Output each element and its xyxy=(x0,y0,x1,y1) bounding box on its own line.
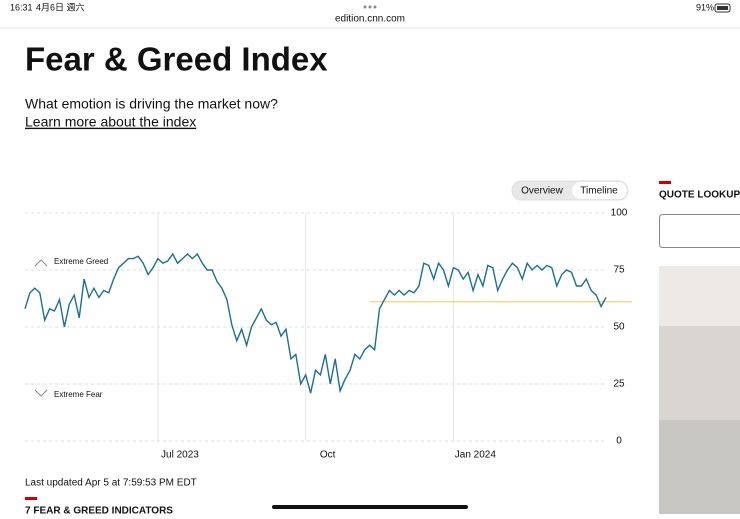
footnote: Last updated Apr 5 at 7:59:53 PM EDT xyxy=(25,478,197,489)
home-indicator xyxy=(272,505,468,509)
tab[interactable]: Timeline xyxy=(580,186,618,197)
page-title: Fear & Greed Index xyxy=(25,41,328,78)
y-tick-label: 50 xyxy=(613,322,625,333)
battery-text: 91% xyxy=(696,2,714,12)
tab[interactable]: Overview xyxy=(521,186,563,197)
section-accent xyxy=(25,497,37,500)
zone-label: Extreme Fear xyxy=(54,390,103,399)
fear-chevron xyxy=(35,390,47,396)
quote-input[interactable] xyxy=(660,215,740,248)
ad-image-ceiling xyxy=(659,266,740,326)
battery-level xyxy=(717,6,728,10)
sidebar-accent xyxy=(659,181,671,184)
x-tick-label: Jul 2023 xyxy=(161,450,199,461)
y-tick-label: 75 xyxy=(613,265,625,276)
y-tick-label: 25 xyxy=(613,379,625,390)
index-line xyxy=(25,254,606,393)
greed-chevron xyxy=(35,260,47,266)
url: edition.cnn.com xyxy=(335,14,405,25)
section-heading: 7 FEAR & GREED INDICATORS xyxy=(25,506,173,514)
x-tick-label: Jan 2024 xyxy=(455,450,497,461)
subtitle: What emotion is driving the market now? xyxy=(25,96,278,112)
sidebar-heading: QUOTE LOOKUP xyxy=(659,190,740,201)
ad-image-counter xyxy=(659,420,740,514)
learn-more-link[interactable]: Learn more about the index xyxy=(25,114,196,130)
dots xyxy=(364,6,377,9)
x-tick-label: Oct xyxy=(320,450,336,461)
status-time: 16:31 xyxy=(10,2,33,12)
y-tick-label: 100 xyxy=(611,208,628,219)
y-tick-label: 0 xyxy=(616,436,622,447)
zone-label: Extreme Greed xyxy=(54,257,108,266)
status-date: 4月6日 週六 xyxy=(36,1,85,12)
